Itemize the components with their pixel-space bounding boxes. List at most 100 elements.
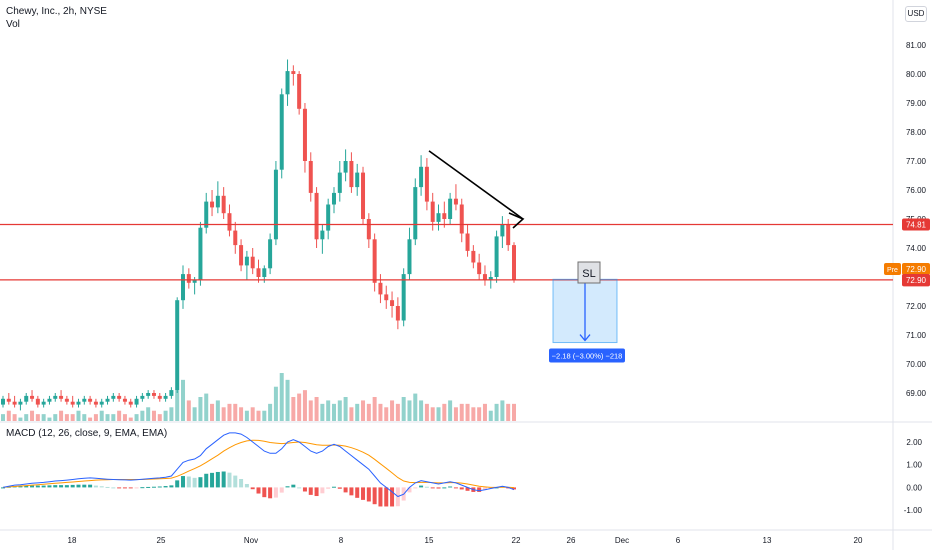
volume-bar	[239, 407, 244, 421]
candle-body	[512, 245, 516, 280]
candle-body	[448, 198, 453, 219]
volume-bar	[442, 403, 447, 421]
candle-body	[12, 401, 17, 405]
candle-body	[302, 108, 307, 161]
volume-bar	[210, 403, 215, 421]
volume-bar	[314, 397, 319, 421]
macd-histogram-bar	[128, 487, 133, 489]
price-tick-label: 72.00	[906, 302, 927, 311]
volume-bar	[337, 400, 342, 421]
candle-body	[146, 393, 151, 396]
macd-histogram-bar	[297, 487, 302, 489]
macd-histogram-bar	[1, 487, 5, 489]
volume-bar	[401, 397, 406, 421]
macd-histogram-bar	[117, 487, 122, 489]
macd-histogram-bar	[105, 486, 110, 488]
volume-bar	[30, 410, 35, 421]
price-tick-label: 80.00	[906, 70, 927, 79]
candle-body	[384, 294, 389, 301]
candle-body	[378, 282, 383, 295]
macd-histogram-bar	[477, 487, 482, 492]
volume-bar	[395, 403, 400, 421]
price-tick-label: 77.00	[906, 157, 927, 166]
volume-bar	[64, 414, 69, 421]
macd-histogram-bar	[134, 487, 139, 489]
macd-histogram-bar	[76, 484, 81, 488]
candle-body	[134, 398, 139, 405]
currency-badge[interactable]: USD	[905, 6, 927, 22]
price-axis-label: 72.90	[906, 265, 927, 274]
symbol-title: Chewy, Inc., 2h, NYSE	[6, 6, 107, 17]
candle-body	[82, 398, 87, 402]
macd-histogram-bar	[221, 471, 226, 488]
volume-bar	[204, 393, 209, 421]
candle-body	[355, 172, 360, 188]
trend-arrow-head	[508, 212, 525, 229]
volume-bar	[355, 403, 360, 421]
candle-body	[424, 166, 429, 202]
price-tick-label: 79.00	[906, 99, 927, 108]
volume-bar	[361, 400, 366, 421]
candle-body	[186, 274, 191, 283]
macd-histogram-bar	[47, 485, 52, 488]
macd-tick-label: 2.00	[906, 438, 922, 447]
macd-histogram-bar	[210, 472, 215, 488]
price-axis-label-bg	[902, 274, 930, 286]
macd-histogram-bar	[256, 487, 261, 494]
candle-body	[47, 398, 52, 402]
macd-histogram-bar	[372, 487, 377, 505]
macd-histogram-bar	[18, 486, 23, 488]
time-tick-label: Nov	[244, 536, 258, 545]
volume-bar	[233, 403, 238, 421]
candle-body	[453, 198, 458, 205]
candle-body	[343, 161, 348, 173]
candle-body	[349, 161, 354, 188]
candle-body	[430, 201, 435, 222]
candle-body	[279, 94, 284, 170]
macd-histogram-bar	[331, 486, 336, 488]
macd-histogram-bar	[430, 487, 435, 489]
macd-histogram-bar	[111, 487, 116, 489]
macd-label: MACD (12, 26, close, 9, EMA, EMA)	[6, 428, 168, 439]
time-tick-label: 20	[854, 536, 863, 545]
candle-body	[88, 398, 93, 402]
macd-histogram-bar	[355, 487, 360, 498]
candle-body	[291, 71, 296, 74]
macd-histogram-bar	[488, 487, 493, 489]
macd-histogram-bar	[192, 477, 197, 488]
macd-histogram-bar	[308, 487, 313, 495]
macd-histogram-bar	[93, 485, 98, 488]
volume-bar	[506, 403, 511, 421]
volume-bar	[279, 373, 284, 421]
volume-bar	[308, 400, 313, 421]
candle-body	[413, 187, 418, 240]
candle-body	[181, 274, 186, 301]
volume-bar	[453, 407, 458, 421]
volume-bar	[70, 414, 75, 421]
candle-body	[477, 262, 482, 275]
candle-body	[442, 213, 447, 219]
volume-bar	[273, 386, 278, 421]
volume-bar	[285, 379, 290, 421]
macd-histogram-bar	[482, 487, 487, 491]
candle-body	[140, 395, 145, 399]
sl-label: SL	[582, 268, 595, 280]
macd-tick-label: 0.00	[906, 483, 922, 492]
macd-histogram-bar	[378, 487, 383, 507]
macd-histogram-bar	[151, 486, 156, 488]
volume-bar	[99, 410, 104, 421]
macd-histogram-bar	[337, 487, 342, 489]
volume-bar	[198, 397, 203, 421]
candle-body	[407, 239, 412, 275]
candle-body	[471, 250, 476, 263]
volume-bar	[477, 407, 482, 421]
macd-histogram-bar	[59, 485, 64, 488]
macd-histogram-bar	[146, 486, 151, 488]
volume-bar	[175, 390, 180, 421]
macd-histogram-bar	[233, 475, 238, 488]
macd-line	[2, 432, 515, 498]
macd-histogram-bar	[244, 483, 249, 488]
volume-bar	[221, 407, 226, 421]
macd-histogram-bar	[314, 487, 319, 497]
